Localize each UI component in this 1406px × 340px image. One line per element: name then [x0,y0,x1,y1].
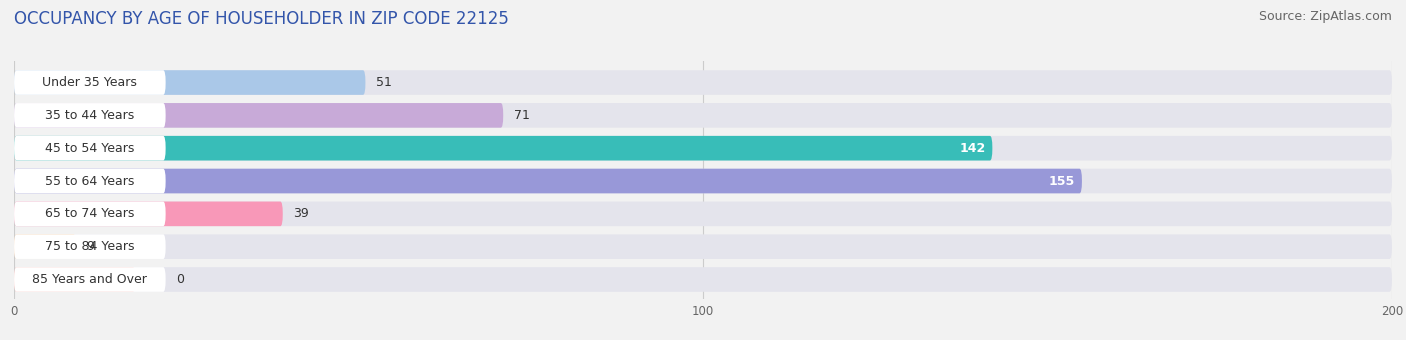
FancyBboxPatch shape [14,202,283,226]
FancyBboxPatch shape [14,234,76,259]
Text: 85 Years and Over: 85 Years and Over [32,273,148,286]
FancyBboxPatch shape [14,234,166,259]
Text: 0: 0 [176,273,184,286]
FancyBboxPatch shape [14,103,1392,128]
FancyBboxPatch shape [14,267,1392,292]
Text: Source: ZipAtlas.com: Source: ZipAtlas.com [1258,10,1392,23]
Text: 9: 9 [86,240,94,253]
FancyBboxPatch shape [14,202,166,226]
FancyBboxPatch shape [14,169,1392,193]
FancyBboxPatch shape [14,70,166,95]
Text: 71: 71 [513,109,530,122]
Text: 75 to 84 Years: 75 to 84 Years [45,240,135,253]
FancyBboxPatch shape [14,70,1392,95]
FancyBboxPatch shape [14,136,166,160]
FancyBboxPatch shape [14,103,166,128]
Text: OCCUPANCY BY AGE OF HOUSEHOLDER IN ZIP CODE 22125: OCCUPANCY BY AGE OF HOUSEHOLDER IN ZIP C… [14,10,509,28]
Text: 51: 51 [375,76,392,89]
FancyBboxPatch shape [14,202,1392,226]
FancyBboxPatch shape [14,136,993,160]
FancyBboxPatch shape [14,234,1392,259]
FancyBboxPatch shape [14,103,503,128]
Text: 35 to 44 Years: 35 to 44 Years [45,109,135,122]
FancyBboxPatch shape [14,169,166,193]
FancyBboxPatch shape [14,169,1083,193]
Text: 39: 39 [292,207,309,220]
Text: 55 to 64 Years: 55 to 64 Years [45,174,135,188]
Text: 142: 142 [959,142,986,155]
Text: 65 to 74 Years: 65 to 74 Years [45,207,135,220]
Text: 45 to 54 Years: 45 to 54 Years [45,142,135,155]
Text: 155: 155 [1049,174,1076,188]
FancyBboxPatch shape [14,267,135,292]
Text: Under 35 Years: Under 35 Years [42,76,138,89]
FancyBboxPatch shape [14,136,1392,160]
FancyBboxPatch shape [14,267,166,292]
FancyBboxPatch shape [14,70,366,95]
